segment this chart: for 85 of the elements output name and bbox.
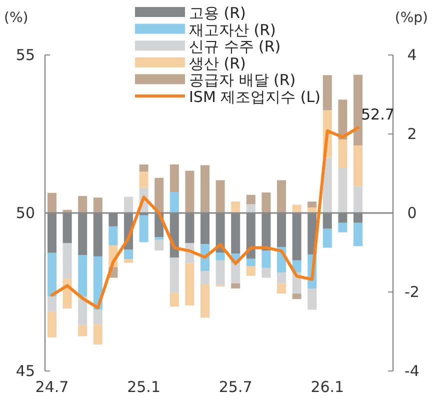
y2-tick-label: 4 — [407, 46, 417, 64]
bar — [124, 259, 133, 263]
bar — [78, 255, 88, 297]
bar — [170, 192, 179, 213]
bar — [322, 158, 332, 213]
bar — [124, 196, 133, 213]
x-tick-label: 25.1 — [127, 378, 161, 396]
bar — [170, 164, 179, 192]
legend-label: 공급자 배달 (R) — [189, 71, 296, 90]
legend-label: ISM 제조업지수 (L) — [189, 88, 320, 106]
bar — [216, 180, 225, 213]
bar — [216, 252, 225, 260]
bar — [246, 204, 256, 213]
x-tick-label: 25.7 — [218, 378, 252, 396]
bar — [246, 266, 256, 276]
bar — [308, 207, 317, 213]
bar — [262, 250, 271, 268]
bar — [48, 296, 56, 312]
bar — [108, 226, 118, 246]
bar — [154, 178, 164, 213]
bar — [216, 260, 225, 286]
y2-tick-label: 0 — [407, 204, 417, 222]
x-tick-label: 26.1 — [310, 378, 344, 396]
bar — [338, 168, 348, 213]
bar — [338, 100, 348, 140]
bar — [170, 258, 179, 293]
bar — [292, 204, 302, 213]
bar — [338, 140, 348, 168]
line-series — [50, 126, 360, 310]
bar — [93, 310, 102, 324]
bar — [124, 250, 133, 260]
legend-label: 신규 수주 (R) — [189, 38, 281, 56]
bar — [338, 222, 348, 232]
bar — [231, 263, 240, 284]
bar — [277, 284, 286, 294]
bar — [48, 312, 56, 338]
x-tick-label: 24.7 — [35, 378, 69, 396]
bar — [139, 215, 148, 242]
bar — [154, 240, 164, 251]
legend-label: 생산 (R) — [189, 54, 246, 72]
data-label: 52.7 — [361, 106, 394, 124]
y2-tick-label: -2 — [404, 283, 420, 301]
bar — [354, 186, 362, 213]
bar — [185, 263, 194, 306]
bar — [322, 75, 332, 110]
bar — [185, 170, 194, 213]
bar — [78, 296, 88, 326]
bar — [93, 198, 102, 213]
bar — [200, 165, 210, 213]
bar — [354, 74, 362, 146]
bar — [246, 258, 256, 266]
bar — [78, 325, 88, 336]
y-axis-title: (%) — [4, 10, 28, 26]
bar — [62, 243, 72, 279]
bar — [170, 292, 179, 307]
bar — [262, 268, 271, 278]
y2-axis-title: (%p) — [394, 10, 428, 26]
bar — [93, 324, 102, 345]
bar — [262, 192, 271, 213]
bar — [48, 252, 56, 297]
legend-label: 재고자산 (R) — [189, 20, 276, 39]
bar — [354, 222, 362, 246]
bar — [308, 288, 317, 310]
bar — [354, 145, 362, 186]
bar — [139, 164, 148, 172]
bar — [139, 172, 148, 188]
y-tick-label: 45 — [16, 362, 35, 380]
bar — [200, 271, 210, 284]
bar — [78, 196, 88, 213]
bar — [154, 237, 164, 240]
y-tick-label: 55 — [16, 46, 35, 64]
bar — [246, 194, 256, 204]
legend-label: 고용 (R) — [189, 4, 246, 22]
bar — [277, 272, 286, 284]
bar — [292, 294, 302, 300]
bar — [231, 283, 240, 288]
bar — [48, 192, 56, 213]
bar — [322, 228, 332, 248]
bar — [308, 202, 317, 208]
y2-tick-label: -4 — [404, 362, 420, 380]
bar — [277, 180, 286, 213]
y-tick-label: 50 — [16, 204, 35, 222]
y2-tick-label: 2 — [407, 125, 417, 143]
bar — [200, 284, 210, 318]
bar — [231, 202, 240, 213]
